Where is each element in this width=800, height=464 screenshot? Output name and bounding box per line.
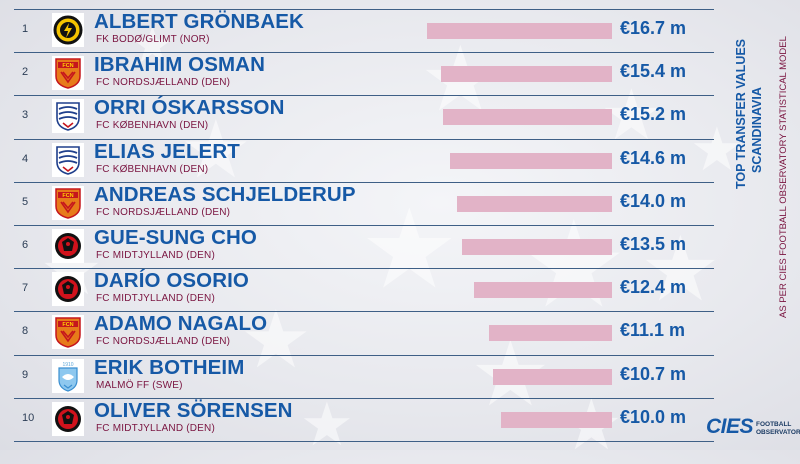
player-name: ANDREAS SCHJELDERUP [94, 182, 356, 206]
table-row: 1 ALBERT GRÖNBAEK FK BODØ/GLIMT (NOR) €16.7… [0, 9, 718, 52]
value-bar [488, 325, 612, 342]
midtjylland-crest-icon [52, 272, 84, 307]
player-name: ORRI ÓSKARSSON [94, 96, 285, 120]
row-divider [14, 95, 714, 97]
row-divider [14, 354, 714, 356]
rank-label: 3 [22, 109, 29, 122]
club-name: FC MIDTJYLLAND (DEN) [96, 250, 216, 261]
rank-label: 7 [22, 282, 29, 295]
rank-label: 5 [22, 195, 29, 208]
row-divider [14, 268, 714, 270]
nordsjaelland-crest-icon: FCN [52, 56, 84, 91]
malmo-crest-icon: 1910 [52, 358, 84, 393]
value-label: €14.0 m [620, 190, 687, 211]
value-bar [456, 195, 612, 212]
cies-logo-mark: CIES [706, 415, 754, 438]
value-bar [441, 66, 612, 83]
chart-title: TOP TRANSFER VALUES SCANDINAVIA [732, 5, 782, 195]
player-name: ADAMO NAGALO [94, 312, 268, 336]
midtjylland-crest-icon [52, 401, 84, 436]
value-label: €15.4 m [620, 61, 687, 82]
player-name: ERIK BOTHEIM [94, 355, 245, 379]
midtjylland-crest-icon [52, 229, 84, 263]
nordsjaelland-crest-icon: FCN [52, 185, 84, 220]
svg-text:1910: 1910 [62, 362, 73, 368]
table-row: 7 DARÍO OSORIO FC MIDTJYLLAND (DEN) €12.4 m [0, 268, 718, 311]
club-name: FC KØBENHAVN (DEN) [96, 163, 209, 175]
player-name: GUE-SUNG CHO [94, 226, 257, 249]
ranking-list: 1 ALBERT GRÖNBAEK FK BODØ/GLIMT (NOR) €16.7… [0, 9, 718, 442]
row-divider [14, 138, 714, 140]
chart-subtitle-text: AS PER CIES FOOTBALL OBSERVATORY STATIST… [778, 36, 789, 318]
player-name: ELIAS JELERT [94, 139, 240, 163]
row-divider [14, 9, 714, 10]
cies-logo-text: FOOTBALL OBSERVATORY [756, 421, 800, 436]
club-name: FC MIDTJYLLAND (DEN) [96, 422, 216, 434]
table-row: 2 FCN IBRAHIM OSMAN FC NORDSJÆLLAND (DEN) €1… [0, 52, 718, 95]
value-label: €10.0 m [620, 406, 687, 427]
rank-label: 8 [22, 325, 29, 338]
row-divider [14, 225, 714, 226]
value-label: €13.5 m [620, 234, 687, 254]
rank-label: 9 [22, 368, 29, 381]
value-label: €10.7 m [620, 363, 687, 384]
club-name: FK BODØ/GLIMT (NOR) [96, 34, 210, 45]
player-name: ALBERT GRÖNBAEK [94, 10, 304, 33]
value-bar [426, 23, 612, 39]
kobenhavn-crest-icon [52, 142, 84, 177]
chart-title-line2: SCANDINAVIA [750, 87, 764, 173]
rank-label: 2 [22, 66, 29, 79]
value-bar [493, 368, 612, 385]
svg-text:FCN: FCN [62, 322, 73, 328]
value-label: €12.4 m [620, 277, 687, 298]
row-divider [14, 397, 714, 399]
player-name: IBRAHIM OSMAN [94, 53, 265, 77]
row-divider [14, 52, 714, 54]
chart-title-line1: TOP TRANSFER VALUES [734, 38, 748, 189]
club-name: MALMÖ FF (SWE) [96, 379, 183, 391]
player-name: DARÍO OSORIO [94, 269, 249, 293]
club-name: FC NORDSJÆLLAND (DEN) [96, 206, 231, 218]
row-divider [14, 311, 714, 313]
club-name: FC KØBENHAVN (DEN) [96, 120, 209, 132]
club-name: FC NORDSJÆLLAND (DEN) [96, 336, 231, 348]
cies-logo: CIES FOOTBALL OBSERVATORY [706, 413, 800, 443]
bodo-glimt-crest-icon [52, 13, 84, 47]
rank-label: 6 [22, 239, 29, 251]
kobenhavn-crest-icon [52, 99, 84, 134]
row-divider [14, 181, 714, 183]
table-row: 9 1910 ERIK BOTHEIM MALMÖ FF (SWE) €10.7 m [0, 354, 718, 398]
value-label: €16.7 m [620, 18, 687, 38]
rank-label: 1 [22, 23, 29, 35]
table-row: 6 GUE-SUNG CHO FC MIDTJYLLAND (DEN) €13.5 m [0, 225, 718, 268]
value-bar [501, 411, 612, 428]
rank-label: 4 [22, 152, 29, 165]
table-row: 5 FCN ANDREAS SCHJELDERUP FC NORDSJÆLLAND (… [0, 181, 718, 225]
svg-text:FCN: FCN [62, 63, 73, 69]
player-name: OLIVER SÖRENSEN [94, 398, 293, 422]
value-bar [449, 152, 612, 169]
table-row: 4 ELIAS JELERT FC KØBENHAVN (DEN) €14.6 m [0, 138, 718, 182]
table-row: 3 ORRI ÓSKARSSON FC KØBENHAVN (DEN) €15.2 m [0, 95, 718, 138]
svg-text:FCN: FCN [62, 193, 73, 199]
club-name: FC NORDSJÆLLAND (DEN) [96, 77, 231, 89]
rank-label: 10 [22, 411, 35, 424]
club-name: FC MIDTJYLLAND (DEN) [96, 293, 216, 305]
row-divider [14, 441, 714, 442]
value-bar [474, 282, 612, 299]
table-row: 8 FCN ADAMO NAGALO FC NORDSJÆLLAND (DEN) €11… [0, 311, 718, 354]
value-bar [443, 109, 612, 126]
value-label: €11.1 m [620, 320, 686, 341]
value-label: €15.2 m [620, 104, 687, 125]
value-label: €14.6 m [620, 147, 687, 168]
nordsjaelland-crest-icon: FCN [52, 315, 84, 350]
table-row: 10 OLIVER SÖRENSEN FC MIDTJYLLAND (DEN) €10… [0, 397, 718, 441]
value-bar [462, 239, 612, 255]
